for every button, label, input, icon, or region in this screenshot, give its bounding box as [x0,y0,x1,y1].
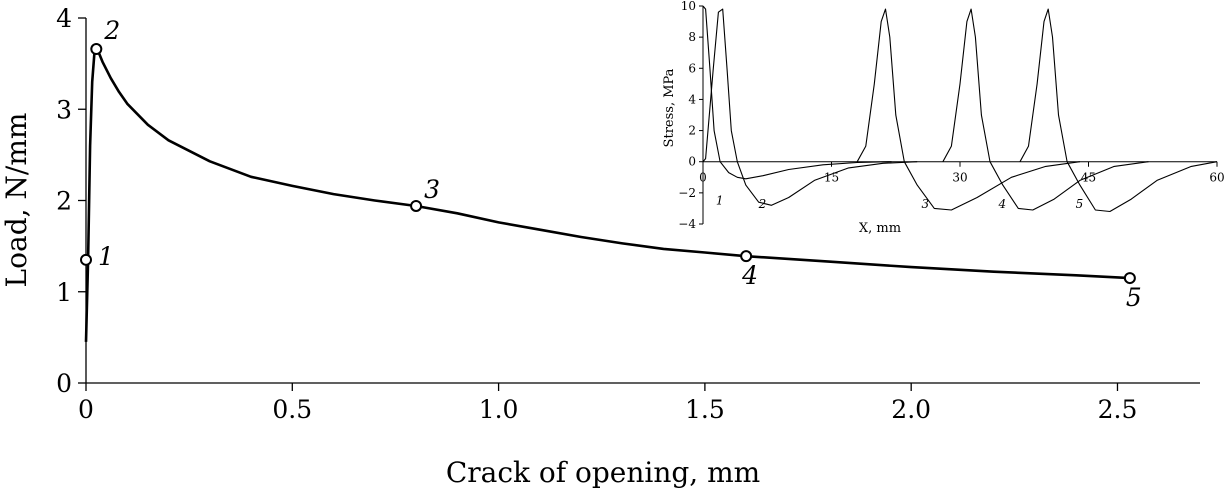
point-label-3: 3 [424,175,440,204]
inset-y-tick-label: −4 [678,217,696,231]
inset-x-tick-label: 0 [699,171,707,185]
stress-curve-5 [1019,8,1218,213]
inset-x-tick-label: 30 [952,171,967,185]
x-tick-label: 0.5 [272,395,312,424]
data-point-1 [80,253,92,266]
stress-curve-3 [856,8,1080,211]
y-tick-label: 2 [56,187,72,216]
data-point-4 [740,250,753,263]
y-tick-label: 1 [56,278,72,307]
point-label-2: 2 [103,16,120,45]
data-point-5 [1123,272,1136,285]
x-tick-label: 2.5 [1098,395,1138,424]
inset-x-tick-label: 60 [1209,171,1224,185]
x-tick-label: 1.5 [685,395,725,424]
stress-curve-1 [702,5,892,180]
inset-curve-label-3: 3 [921,197,929,211]
inset-y-tick-label: 2 [688,124,696,138]
inset-y-tick-label: 8 [688,30,696,44]
y-tick-label: 3 [56,95,72,124]
inset-curve-label-4: 4 [998,197,1007,211]
inset-x-axis-title: X, mm [859,221,901,236]
load-curve [84,47,1130,342]
inset-x-tick-label: 45 [1081,171,1096,185]
point-label-1: 1 [98,242,114,271]
x-axis-title: Crack of opening, mm [446,456,760,489]
data-point-3 [410,199,423,212]
inset-y-tick-label: 10 [681,0,696,13]
inset-y-tick-label: −2 [678,186,696,200]
inset-curve-label-2: 2 [758,197,767,211]
point-label-5: 5 [1126,283,1142,312]
y-tick-label: 0 [56,369,72,398]
inset-y-axis-title: Stress, MPa [662,68,677,147]
stress-curve-4 [942,8,1149,211]
y-axis-title: Load, N/mm [0,113,33,288]
inset-x-tick-label: 15 [824,171,839,185]
point-label-4: 4 [741,261,758,290]
y-tick-label: 4 [56,4,72,33]
inset-y-tick-label: 6 [688,61,696,75]
inset-y-tick-label: 4 [688,92,696,106]
stress-curve-2 [702,8,918,206]
inset-curve-label-1: 1 [716,194,724,208]
x-tick-label: 1.0 [479,395,519,424]
data-point-2 [90,43,103,56]
inset-curve-label-5: 5 [1076,197,1084,211]
x-tick-label: 2.0 [891,395,931,424]
x-tick-label: 0 [78,395,94,424]
inset-y-tick-label: 0 [688,155,696,169]
